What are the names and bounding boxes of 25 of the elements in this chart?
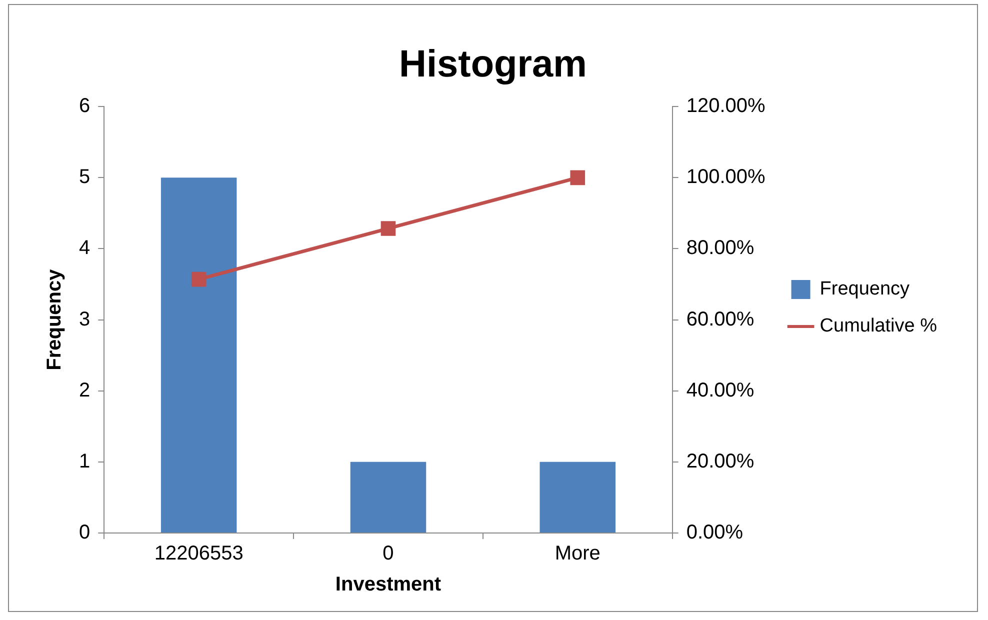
point [380, 221, 396, 236]
y-tick-label: 0 [79, 522, 90, 544]
y2-tick-label: 60.00% [686, 308, 754, 330]
y2-tick-label: 20.00% [686, 450, 754, 472]
y-tick-label: 4 [79, 237, 90, 260]
x-axis-title: Investment [335, 574, 442, 596]
chart-title: Histogram [399, 43, 587, 86]
y-tick-label: 3 [79, 308, 90, 330]
y-tick-label: 1 [79, 450, 90, 472]
y-axis-title: Frequency [44, 268, 66, 370]
x-tick-label: More [554, 542, 600, 565]
y2-tick-label: 120.00% [686, 95, 766, 118]
y2-tick-label: 0.00% [686, 522, 744, 544]
legend-label: Cumulative % [820, 316, 938, 337]
y2-tick-label: 80.00% [686, 237, 754, 260]
y-tick-label: 2 [79, 379, 90, 402]
legend-label: Frequency [820, 278, 910, 300]
y2-tick-label: 40.00% [686, 379, 754, 402]
y-tick-label: 5 [79, 166, 90, 188]
y2-tick-label: 100.00% [686, 166, 766, 188]
point [191, 272, 206, 287]
y-tick-label: 6 [79, 95, 90, 118]
x-tick-label: 0 [382, 542, 394, 565]
x-tick-label: 12206553 [154, 542, 244, 565]
point [570, 170, 586, 186]
